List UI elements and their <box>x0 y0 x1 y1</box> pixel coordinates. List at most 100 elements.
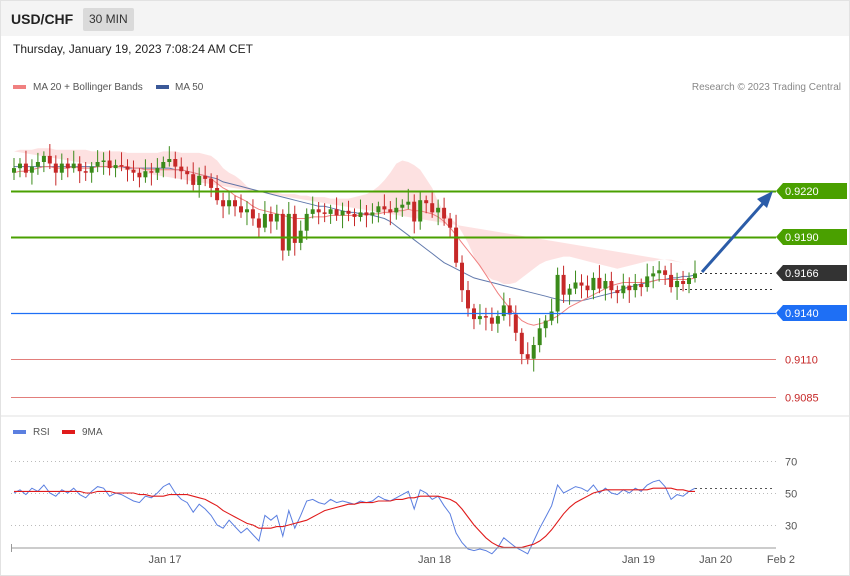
candle <box>579 274 584 299</box>
candle <box>495 310 500 333</box>
moving-averages <box>13 166 696 326</box>
candle <box>12 158 16 181</box>
candle <box>203 165 208 187</box>
level-resistance: 0.9220 <box>11 183 847 199</box>
candle <box>119 152 124 172</box>
ma50-legend-swatch <box>156 85 169 89</box>
candle <box>376 201 381 223</box>
candle <box>316 201 321 225</box>
candle <box>543 315 548 338</box>
candle <box>669 262 674 293</box>
bollinger-band <box>14 148 684 284</box>
timestamp: Thursday, January 19, 2023 7:08:24 AM CE… <box>13 42 253 56</box>
candle <box>561 265 566 303</box>
candle <box>501 292 506 321</box>
rsi-grid: 30 50 70 <box>11 457 797 533</box>
candle <box>125 159 130 182</box>
chart-header: USD/CHF 30 MIN <box>1 1 849 36</box>
rsi-lines <box>13 479 696 555</box>
candle <box>274 204 279 230</box>
candle <box>245 201 249 226</box>
candle <box>328 204 333 224</box>
candle <box>621 273 626 299</box>
rsi-ma-legend-swatch <box>62 430 75 434</box>
timeframe-badge[interactable]: 30 MIN <box>83 8 134 31</box>
candle <box>549 298 554 326</box>
level-label: 0.9220 <box>785 186 819 198</box>
candle <box>436 199 441 226</box>
candle <box>525 342 530 365</box>
candle <box>442 197 447 226</box>
candle <box>519 328 524 365</box>
ma20-legend-label: MA 20 + Bollinger Bands <box>33 82 143 93</box>
candle <box>256 212 261 237</box>
candle <box>633 273 638 298</box>
candle <box>358 199 363 222</box>
candle <box>304 208 309 240</box>
candle <box>292 205 297 256</box>
bollinger-band-area <box>14 148 684 284</box>
ma50-legend-label: MA 50 <box>175 82 204 93</box>
candle <box>651 266 656 289</box>
x-tick-label: Jan 17 <box>148 554 181 566</box>
candles <box>12 144 697 372</box>
candle <box>448 212 453 237</box>
x-tick-label: Jan 18 <box>418 554 451 566</box>
candle <box>233 195 237 217</box>
candle <box>585 275 590 298</box>
candle <box>227 191 232 215</box>
level-current: 0.9166 <box>680 265 847 290</box>
level-support: 0.9085 <box>11 393 819 405</box>
candle <box>239 194 243 218</box>
x-tick-label: Feb 2 <box>767 554 795 566</box>
candle <box>185 166 190 185</box>
candle <box>609 271 614 299</box>
level-label: 0.9085 <box>785 393 819 405</box>
candle <box>167 146 172 167</box>
candle <box>155 158 160 181</box>
candle <box>215 175 220 205</box>
candle <box>418 191 423 230</box>
rsi-tick-label: 70 <box>785 457 797 469</box>
candle <box>149 162 154 186</box>
candle <box>603 273 608 301</box>
rsi-ma-line <box>14 487 695 548</box>
candle <box>47 144 52 170</box>
candle <box>663 265 668 285</box>
candle <box>173 151 178 179</box>
candle <box>657 261 662 282</box>
candle <box>382 194 387 215</box>
candle <box>460 255 464 303</box>
candle <box>179 157 184 180</box>
candle <box>472 303 476 330</box>
candle <box>412 194 417 234</box>
candle <box>400 199 405 217</box>
candle <box>143 159 148 183</box>
rsi-tick-label: 50 <box>785 489 797 501</box>
candle <box>41 151 46 173</box>
candle <box>388 201 393 226</box>
candle <box>221 192 226 219</box>
level-label: 0.9140 <box>785 308 819 320</box>
candle <box>597 265 602 294</box>
ma20-legend-swatch <box>13 85 26 89</box>
candle <box>101 152 106 175</box>
candle <box>161 156 166 178</box>
ma20-line <box>13 166 696 326</box>
forecast-arrow <box>700 191 773 273</box>
research-credit: Research © 2023 Trading Central <box>692 82 841 93</box>
rsi-legend-swatch <box>13 430 26 434</box>
candle <box>286 201 291 256</box>
instrument-symbol: USD/CHF <box>11 11 74 27</box>
candle <box>370 203 375 224</box>
price-levels: 0.9220 0.9190 0.9166 0.9140 0.9110 0.9085 <box>11 183 847 405</box>
level-label: 0.9166 <box>785 268 819 280</box>
candle <box>591 272 596 300</box>
rsi-line <box>13 479 696 555</box>
level-label: 0.9190 <box>785 232 819 244</box>
candle <box>424 195 429 214</box>
candle <box>310 196 315 219</box>
candle <box>430 191 435 218</box>
candle <box>340 202 345 229</box>
candle <box>137 168 142 188</box>
